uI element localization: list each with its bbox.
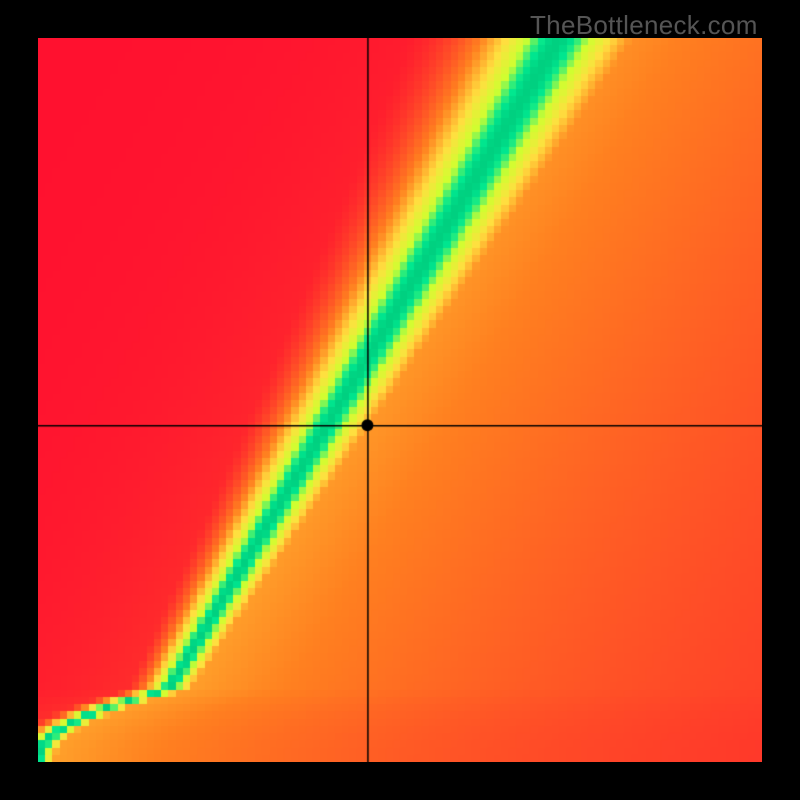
- heatmap-plot: [38, 38, 762, 762]
- overlay-canvas: [38, 38, 762, 762]
- watermark-text: TheBottleneck.com: [530, 10, 758, 41]
